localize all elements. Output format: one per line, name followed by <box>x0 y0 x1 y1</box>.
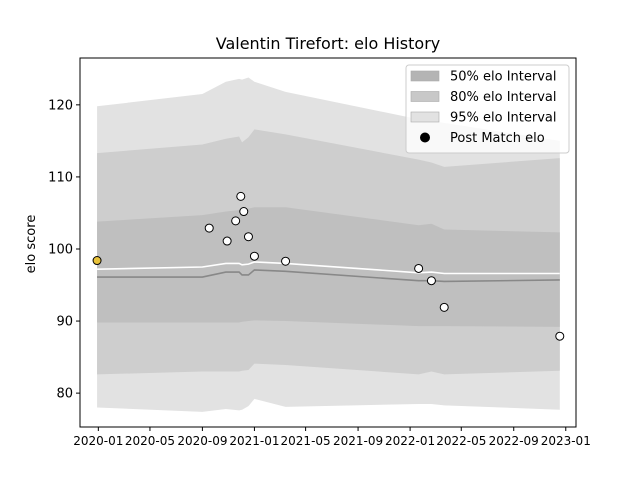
data-point <box>236 191 246 201</box>
legend-label: 95% elo Interval <box>450 111 557 126</box>
y-tick-label: 80 <box>56 387 73 402</box>
legend-label: Post Match elo <box>450 131 545 146</box>
legend: 50% elo Interval 80% elo Interval 95% elo … <box>405 64 570 154</box>
mean-line <box>97 261 560 275</box>
x-tick-label: 2022-09 <box>489 434 539 448</box>
x-tick-label: 2023-01 <box>541 434 591 448</box>
data-point <box>555 331 565 341</box>
y-tick-label: 110 <box>48 170 73 185</box>
legend-label: 50% elo Interval <box>450 70 557 85</box>
legend-marker <box>420 132 430 143</box>
x-tick-label: 2021-05 <box>281 434 331 448</box>
x-tick-label: 2022-01 <box>385 434 435 448</box>
data-point <box>204 223 214 233</box>
data-point <box>222 236 232 246</box>
legend-label: 80% elo Interval <box>450 90 557 105</box>
x-tick-label: 2020-05 <box>125 434 175 448</box>
data-point <box>92 256 102 266</box>
data-point <box>426 276 436 286</box>
legend-swatch <box>410 70 440 82</box>
x-tick-label: 2021-09 <box>333 434 383 448</box>
y-tick-label: 90 <box>56 315 73 330</box>
data-point <box>414 263 424 273</box>
x-tick-label: 2022-05 <box>436 434 486 448</box>
y-tick-label: 120 <box>48 98 73 113</box>
plot-frame <box>79 57 577 428</box>
data-point <box>243 232 253 242</box>
chart-title: Valentin Tirefort: elo History <box>216 34 441 53</box>
data-point <box>281 256 291 266</box>
data-point <box>249 251 259 261</box>
legend-swatch <box>410 111 440 123</box>
x-axis: 2020-01 2020-05 2020-09 2021-01 2021-05 2021-… <box>73 427 591 448</box>
x-tick-label: 2020-01 <box>73 434 123 448</box>
y-axis-label: elo score <box>24 215 39 274</box>
x-tick-label: 2021-01 <box>229 434 279 448</box>
y-tick-label: 100 <box>48 242 73 257</box>
data-point <box>439 302 449 312</box>
legend-swatch <box>410 91 440 102</box>
x-tick-label: 2020-09 <box>177 434 227 448</box>
y-axis: 80 90 100 110 120 <box>48 98 80 402</box>
data-point <box>231 216 241 226</box>
data-point <box>239 207 249 217</box>
plot-area <box>92 77 565 412</box>
legend-box <box>405 64 570 154</box>
